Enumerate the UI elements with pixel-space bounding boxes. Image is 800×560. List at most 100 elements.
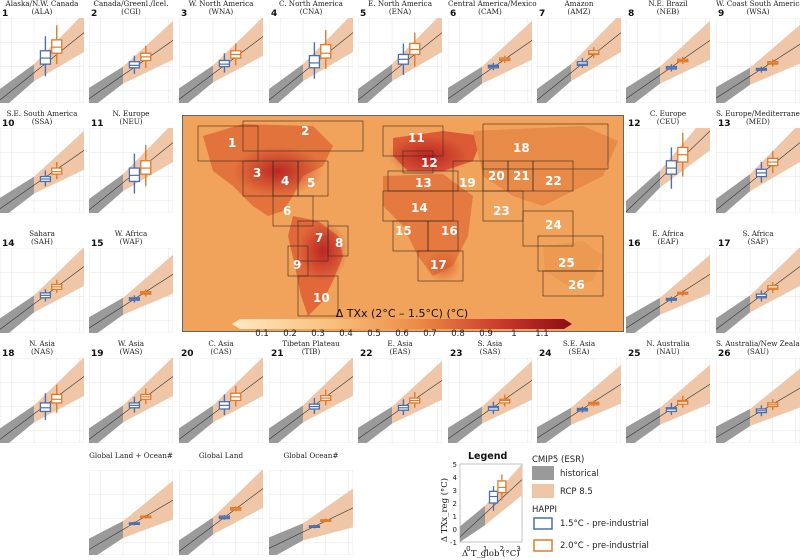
region-panel: Central America/Mexico (CAM) 6 [448,0,537,103]
legend-xlabel: Δ T_glob (°C) [462,549,520,559]
region-panel: W. Coast South America (WSA) 9 [716,0,800,103]
panel-title: W. North America (WNA) [179,0,263,16]
panel-region-name: S.E. South America [6,109,78,118]
panel-number: 13 [718,119,731,129]
historical-envelope [537,407,572,443]
legend-happi-swatches [533,517,553,552]
historical-envelope [89,297,124,333]
panel-region-abbr: (CNA) [299,7,323,16]
historical-envelope [269,523,304,555]
happi15-box [755,293,768,299]
historical-envelope [0,405,35,443]
happi20-box [51,39,63,54]
region-panel: S.E. South America (SSA) 10 [0,110,84,213]
happi15-box [39,402,52,413]
ensemble-mean-line [626,273,710,329]
region-panel: Global Ocean# [269,452,353,555]
panel-region-abbr: (SAU) [747,347,769,356]
legend-title: Legend [468,451,508,462]
panel-region-name: E. North America [368,0,432,8]
colorbar-tick-label: 0.6 [395,329,409,339]
panel-region-name: N. Europe [112,109,150,118]
panel-number: 16 [628,239,641,249]
panel-title: N.E. Brazil (NEB) [626,0,710,16]
happi20-box [767,284,779,290]
panel-plot [179,358,263,443]
panel-region-abbr: (NAS) [30,347,53,356]
historical-envelope [716,409,751,443]
ensemble-mean-line [537,32,621,101]
panel-title: S. Europe/Mediterranean (MED) [716,110,800,126]
ensemble-mean-line [179,36,263,100]
panel-number: 7 [539,9,546,19]
panel-region-name: N.E. Brazil [648,0,688,8]
panel-region-abbr: (NEU) [119,117,143,126]
legend-historical-label: historical [560,469,599,479]
panel-region-name: S. Asia [477,339,503,348]
panel-title: S.E. South America (SSA) [0,110,84,126]
panel-region-abbr: (CAS) [210,347,232,356]
panel-title: Global Ocean# [269,452,353,460]
ensemble-mean-line [358,32,442,101]
ensemble-mean-line [89,273,173,329]
historical-envelope [626,170,661,213]
legend-ytick-label: 2 [453,500,457,508]
region-panel: Sahara (SAH) 14 [0,230,84,333]
happi15-box [576,61,589,67]
panel-region-abbr: (MED) [746,117,770,126]
colorbar-tick-label: 0.2 [283,329,297,339]
legend-happi-title: HAPPI [532,505,557,515]
panel-number: 9 [718,9,725,19]
panel-region-name: W. Coast South America [716,0,800,8]
legend-ytick-label: 3 [453,487,457,495]
panel-plot [626,358,710,443]
panel-plot [716,358,800,443]
panel-region-abbr: (AMZ) [567,7,591,16]
happi15-box [308,54,321,69]
panel-region-name: Global Land [198,451,244,460]
hotspot-south-america [298,221,348,281]
legend-box [488,490,499,504]
ensemble-mean-line [716,43,800,99]
map-region-number: 18 [513,141,530,155]
colorbar-tick-label: 0.3 [311,329,325,339]
map-region-number: 23 [493,204,510,218]
panel-plot [448,18,532,103]
map-region-number: 14 [411,201,428,215]
ensemble-mean-line [0,32,84,101]
happi15-box [39,50,52,65]
map-region-number: 9 [293,258,302,272]
legend-happi20-box [533,539,553,552]
region-panel: E. Asia (EAS) 22 [358,340,442,443]
colorbar-tick-label: 0.1 [255,329,269,339]
panel-plot [269,358,353,443]
panel-region-abbr: (NAU) [656,347,680,356]
panel-region-abbr: (ALA) [31,7,53,16]
panel-number: 4 [271,9,278,19]
panel-title: Central America/Mexico (CAM) [448,0,537,16]
region-panel: S.E. Asia (SEA) 24 [537,340,621,443]
panel-region-abbr: (TIB) [301,347,321,356]
panel-region-abbr: (SEA) [568,347,590,356]
happi15-box [218,59,231,68]
region-panel: S. Asia (SAS) 23 [448,340,532,443]
happi20-box [51,393,63,404]
panel-title: Tibetan Plateau (TIB) [269,340,353,356]
australia-land [543,241,603,286]
panel-title: W. Coast South America (WSA) [716,0,800,16]
happi15-box [487,405,500,411]
historical-envelope [448,66,483,103]
panel-region-name: C. North America [279,0,343,8]
map-region-number: 8 [335,236,344,250]
panel-title: Canada/Greenl./Icel. (CGI) [89,0,173,16]
happi15-box [665,160,678,175]
panel-number: 8 [628,9,635,19]
panel-plot [89,358,173,443]
hotspot-south-africa [425,250,461,282]
legend-mean-line [459,479,523,538]
region-panel: Global Land + Ocean# [89,452,173,555]
hotspot-north-america [233,146,323,196]
delta-txx-map: 1 2 3 4 5 6 7 8 9 10 11 12 13 14 15 16 17 18 19 20 21 22 23 24 2… [182,115,624,332]
panel-plot [358,18,442,103]
panel-region-abbr: (CGI) [121,7,141,16]
